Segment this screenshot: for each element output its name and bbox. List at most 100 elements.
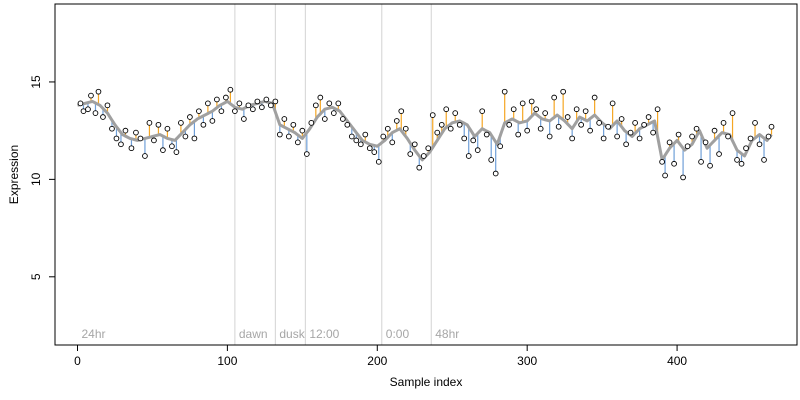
data-point: [133, 129, 139, 136]
data-point: [173, 149, 180, 155]
x-tick-label: 400: [667, 354, 687, 368]
data-point: [623, 141, 629, 148]
data-point: [218, 108, 225, 115]
data-point: [429, 112, 436, 118]
data-point: [308, 120, 315, 126]
data-point: [573, 106, 580, 113]
data-point: [411, 141, 418, 148]
y-tick-label: 15: [29, 75, 43, 89]
data-point: [178, 120, 184, 126]
data-point: [716, 151, 722, 157]
data-point: [339, 116, 346, 122]
data-point: [113, 135, 120, 142]
data-point: [591, 94, 598, 101]
data-point: [693, 125, 700, 132]
data-point: [501, 88, 508, 95]
data-point: [578, 121, 584, 128]
data-point: [223, 94, 229, 101]
data-point: [169, 143, 175, 150]
data-point: [720, 120, 727, 126]
data-point: [425, 145, 432, 152]
data-point: [241, 116, 247, 122]
data-point: [407, 151, 414, 157]
y-axis-title: Expression: [7, 145, 21, 204]
data-point: [268, 102, 274, 109]
data-point: [398, 108, 405, 115]
data-point: [560, 88, 567, 95]
data-point: [88, 92, 94, 99]
data-point: [290, 121, 297, 128]
x-tick-label: 200: [367, 354, 387, 368]
data-point: [510, 106, 517, 113]
data-point: [474, 147, 481, 153]
data-point: [734, 157, 740, 163]
data-point: [77, 100, 84, 107]
data-point: [636, 135, 643, 142]
data-point: [609, 100, 616, 107]
data-point: [479, 108, 486, 115]
data-point: [254, 98, 261, 105]
data-point: [627, 129, 634, 136]
data-point: [209, 118, 216, 124]
data-point: [205, 100, 211, 107]
data-point: [707, 162, 713, 169]
data-point: [452, 110, 459, 116]
data-point: [533, 106, 540, 113]
data-point: [353, 137, 360, 144]
data-point: [384, 125, 391, 132]
data-point: [542, 110, 549, 116]
data-point: [650, 129, 656, 136]
data-point: [416, 164, 423, 171]
data-point: [461, 135, 468, 142]
data-point: [191, 135, 198, 142]
data-point: [348, 133, 355, 140]
data-point: [632, 120, 638, 126]
data-point: [596, 120, 602, 126]
data-point: [420, 153, 427, 159]
data-point: [555, 123, 562, 130]
data-point: [443, 106, 450, 113]
data-point: [122, 127, 129, 134]
data-point: [335, 100, 342, 107]
data-point: [675, 131, 682, 138]
data-point: [344, 121, 351, 128]
data-point: [128, 145, 135, 152]
data-point: [402, 125, 409, 132]
data-point: [768, 123, 775, 130]
data-point: [326, 100, 333, 107]
x-tick-label: 100: [217, 354, 237, 368]
data-point: [666, 139, 673, 146]
data-point: [164, 125, 171, 132]
data-point: [380, 133, 387, 140]
data-point: [312, 102, 319, 109]
data-point: [564, 114, 571, 120]
data-point: [725, 133, 731, 140]
data-point: [569, 135, 576, 142]
data-point: [250, 106, 256, 113]
data-point: [506, 121, 513, 128]
data-point: [95, 88, 102, 95]
plot-frame: [54, 3, 798, 346]
data-point: [519, 100, 526, 107]
data-point: [393, 118, 400, 124]
data-point: [551, 94, 558, 101]
data-point: [515, 131, 522, 138]
data-point: [146, 120, 153, 126]
data-point: [227, 86, 234, 93]
data-point: [582, 108, 589, 115]
data-point: [187, 114, 193, 120]
data-point: [738, 160, 745, 167]
data-point: [137, 135, 144, 142]
data-point: [524, 127, 531, 134]
data-point: [263, 96, 270, 103]
data-point: [747, 135, 754, 142]
data-point: [281, 116, 288, 122]
data-point: [587, 127, 593, 134]
data-point: [375, 158, 382, 165]
data-point: [605, 123, 611, 130]
data-point: [438, 121, 445, 128]
phase-marker-label: 0:00: [386, 327, 410, 341]
data-point: [456, 121, 463, 128]
axes: 0 100 200 300 400 5 10 15: [29, 75, 687, 368]
data-point: [389, 139, 396, 146]
